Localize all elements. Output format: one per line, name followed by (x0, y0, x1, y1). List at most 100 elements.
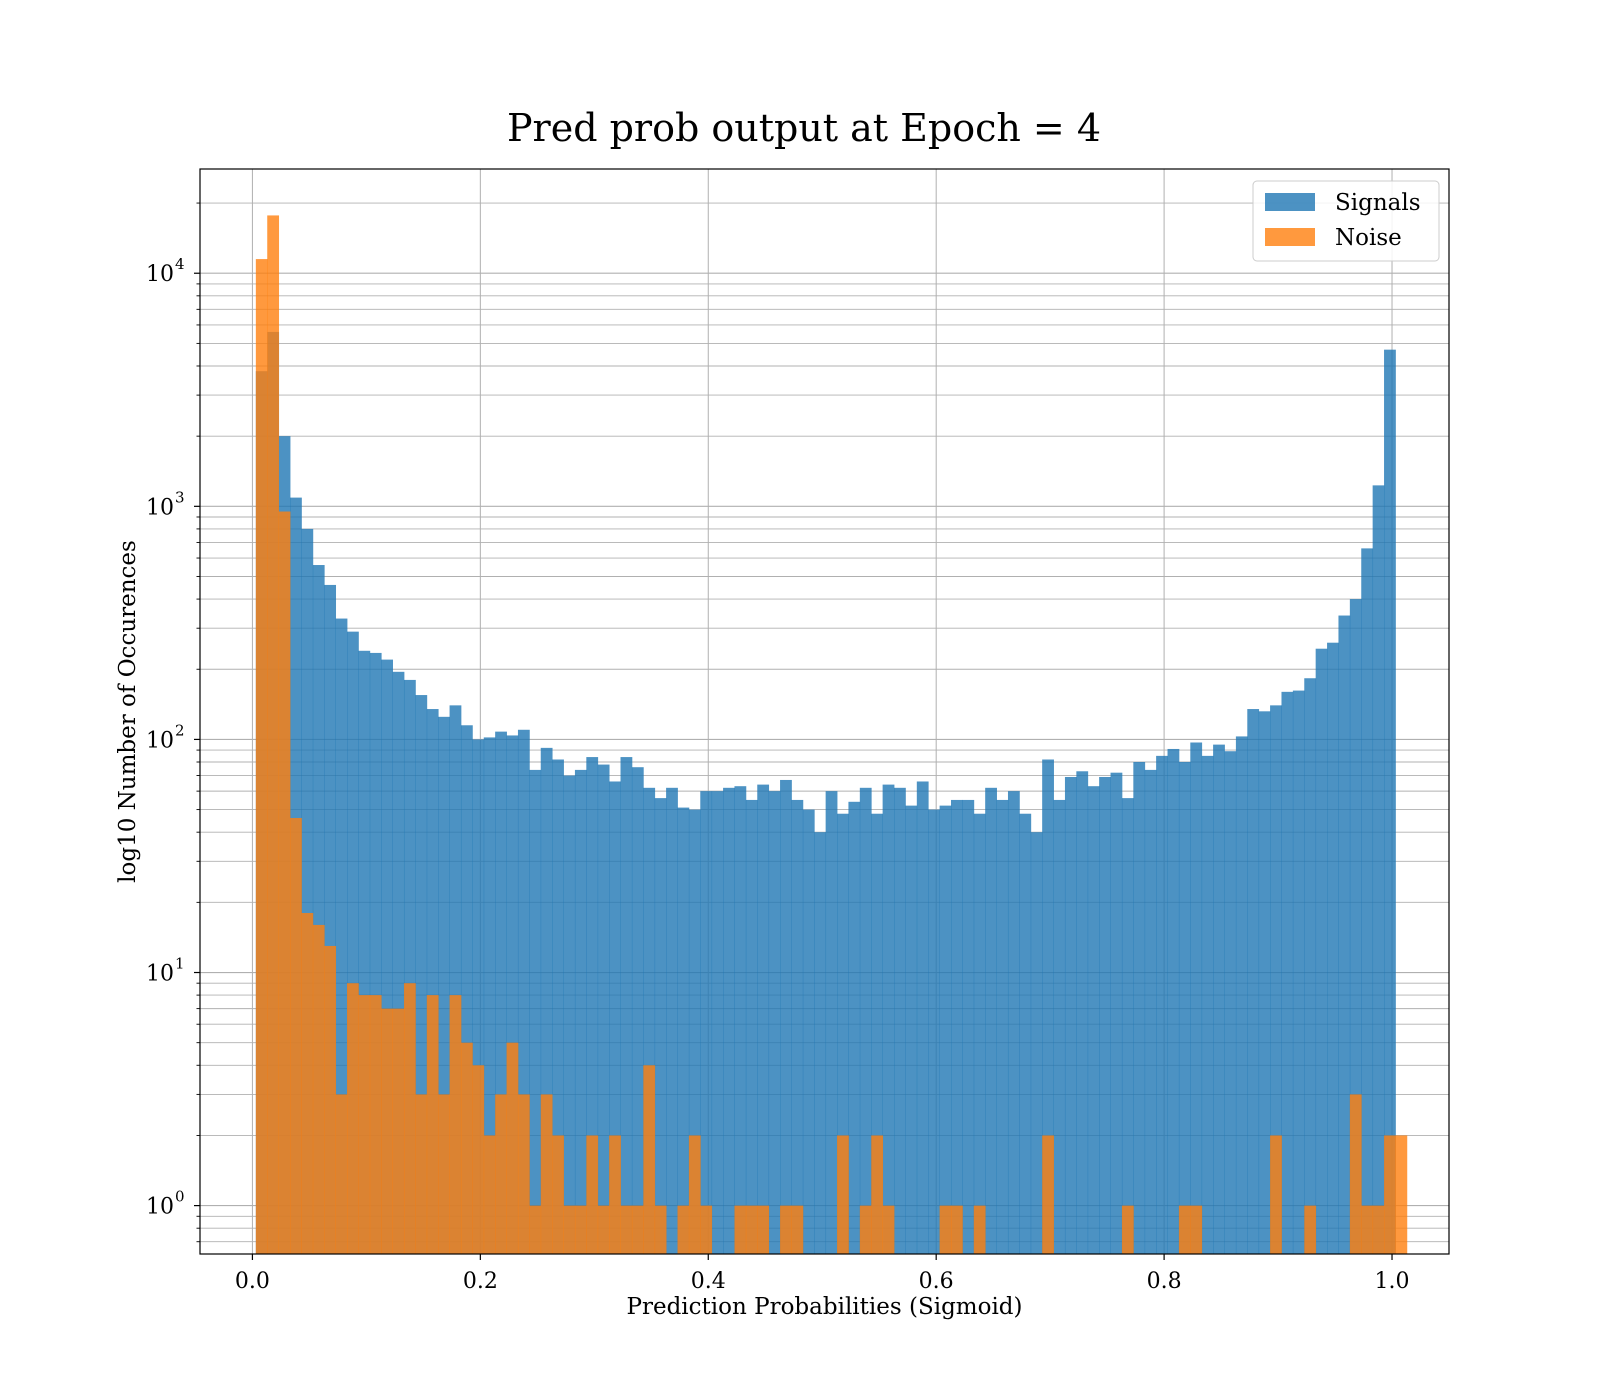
noise-bar (335, 1094, 348, 1254)
signals-bar (449, 705, 462, 1254)
signals-bar (677, 807, 690, 1254)
signals-bar (1213, 744, 1225, 1254)
y-tick-label: 10 (146, 262, 174, 287)
noise-bar (438, 1094, 450, 1254)
noise-bar (677, 1205, 690, 1254)
signals-bar (1235, 736, 1248, 1254)
signals-bar (757, 784, 770, 1254)
signals-bar (1121, 798, 1134, 1254)
x-tick-label: 0.8 (1147, 1269, 1182, 1294)
noise-bar (290, 818, 302, 1254)
signals-bar (1076, 771, 1089, 1254)
signals-bar (1292, 690, 1305, 1254)
signals-bar (1224, 751, 1237, 1254)
signals-bar (403, 679, 416, 1254)
signals-bar (1087, 786, 1100, 1254)
noise-bar (483, 1135, 496, 1254)
signals-bar (711, 791, 724, 1254)
noise-bar (1178, 1205, 1191, 1254)
noise-bar (757, 1205, 770, 1254)
signals-bar (1064, 776, 1077, 1254)
x-axis-label: Prediction Probabilities (Sigmoid) (627, 1294, 1023, 1320)
signals-bar (848, 801, 861, 1254)
noise-bar (745, 1205, 758, 1254)
noise-bar (609, 1135, 621, 1254)
noise-bar (734, 1205, 747, 1254)
noise-bar (449, 995, 462, 1254)
signals-bar (1315, 648, 1328, 1254)
noise-bar (871, 1135, 884, 1254)
signals-bar (1042, 759, 1054, 1254)
signals-bar (916, 781, 929, 1254)
signals-bar (1007, 791, 1020, 1254)
x-tick-label: 0.6 (919, 1269, 954, 1294)
signals-bar (996, 799, 1009, 1254)
signals-bar (1327, 642, 1339, 1254)
signals-bar (768, 791, 781, 1254)
signals-bar (483, 737, 496, 1254)
signals-bar (347, 631, 359, 1254)
signals-bar (381, 659, 393, 1254)
signals-bar (1270, 705, 1282, 1254)
noise-bar (392, 1008, 405, 1254)
legend-swatch-noise (1265, 228, 1315, 246)
signals-bar (700, 791, 713, 1254)
y-tick-exponent: 1 (175, 955, 185, 973)
signals-bar (791, 799, 804, 1254)
chart-title: Pred prob output at Epoch = 4 (507, 106, 1101, 150)
signals-bar (780, 779, 792, 1254)
signals-bar (324, 584, 337, 1254)
legend-label-noise: Noise (1335, 225, 1402, 251)
signals-bar (1053, 799, 1066, 1254)
noise-bar (574, 1205, 587, 1254)
signals-bar (985, 787, 997, 1254)
signals-bar (1144, 769, 1157, 1254)
noise-bar (973, 1205, 986, 1254)
y-tick-label: 10 (146, 728, 174, 753)
y-tick-exponent: 3 (175, 488, 185, 506)
x-tick-label: 0.2 (463, 1269, 498, 1294)
noise-bar (495, 1094, 507, 1254)
noise-bar (586, 1135, 599, 1254)
noise-bar (780, 1205, 792, 1254)
signals-bar (335, 618, 348, 1254)
signals-bar (358, 650, 371, 1254)
noise-bar (1395, 1135, 1408, 1254)
y-axis-label: log10 Number of Occurences (115, 540, 141, 883)
signals-bar (1349, 599, 1362, 1254)
noise-bar (552, 1135, 564, 1254)
noise-bar (859, 1205, 872, 1254)
signals-bar (620, 757, 633, 1254)
signals-bar (415, 695, 428, 1254)
signals-bar (802, 809, 815, 1254)
noise-bar (1190, 1205, 1203, 1254)
signals-bar (1190, 742, 1203, 1254)
signals-bar (563, 775, 576, 1254)
noise-series (255, 215, 1408, 1255)
signals-bar (837, 813, 849, 1254)
signals-bar (745, 799, 758, 1254)
signals-bar (962, 799, 975, 1254)
signals-bar (882, 784, 895, 1254)
noise-bar (882, 1205, 895, 1254)
signals-bar (654, 798, 667, 1254)
x-tick-label: 0.0 (235, 1269, 270, 1294)
legend: Signals Noise (1252, 180, 1440, 262)
x-axis: 0.0 0.2 0.4 0.6 0.8 1.0 (235, 1254, 1410, 1294)
noise-bar (324, 945, 337, 1254)
signals-bar (928, 809, 940, 1254)
signals-bar (905, 805, 918, 1254)
signals-bar (1019, 813, 1032, 1254)
noise-bar (415, 1094, 428, 1254)
signals-bar (392, 671, 405, 1254)
noise-bar (643, 1065, 656, 1254)
legend-swatch-signals (1265, 193, 1315, 211)
signals-bar (723, 787, 735, 1254)
signals-bar (574, 769, 587, 1254)
signals-bar (1030, 832, 1043, 1254)
noise-bar (347, 983, 359, 1254)
signals-bar (472, 739, 485, 1254)
signals-bar (871, 813, 884, 1254)
signals-bar (312, 565, 325, 1254)
